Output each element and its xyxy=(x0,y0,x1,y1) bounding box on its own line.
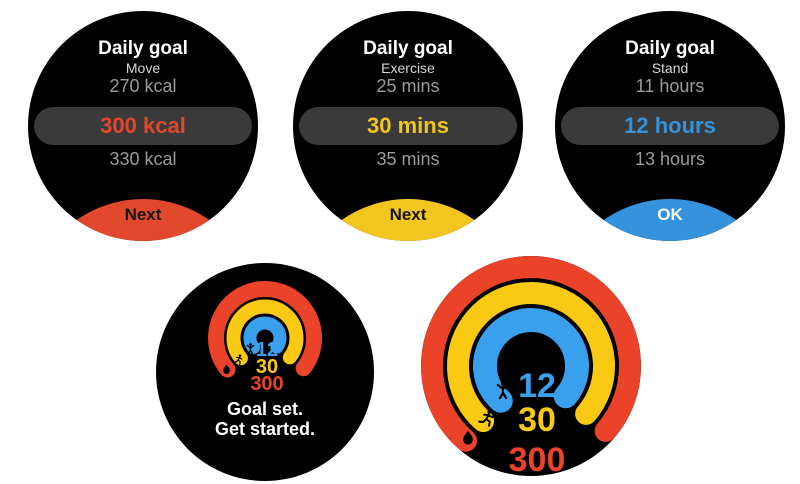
watch-screen-activity-rings[interactable]: 12 30 300 xyxy=(421,256,641,476)
activity-rings-gauge xyxy=(421,256,641,452)
picker-value-above[interactable]: 270 kcal xyxy=(109,76,177,96)
exercise-ring-arc xyxy=(226,299,304,366)
picker-value-below[interactable]: 13 hours xyxy=(634,149,706,169)
watch-screen-exercise-goal: Daily goal Exercise 25 mins 30 mins 35 m… xyxy=(293,11,523,241)
stand-goal-value: 12 xyxy=(518,367,556,405)
ok-button-label[interactable]: OK xyxy=(657,205,683,224)
activity-rings-gauge xyxy=(208,281,322,378)
exercise-goal-value: 30 xyxy=(518,401,556,439)
picker-value-below[interactable]: 35 mins xyxy=(376,149,440,169)
watch-screen-goal-set[interactable]: 12 30 300 Goal set. Get started. xyxy=(156,263,374,481)
goal-type-label: Stand xyxy=(651,60,689,76)
exercise-ring-arc xyxy=(447,282,615,433)
stand-ring-arc xyxy=(243,316,287,355)
page-title: Daily goal xyxy=(98,38,188,59)
move-ring-arc xyxy=(208,281,322,378)
picker-selected-value: 30 mins xyxy=(367,113,449,138)
runner-icon xyxy=(478,409,496,427)
goal-set-message-line1: Goal set. xyxy=(226,399,304,419)
picker-value-below[interactable]: 330 kcal xyxy=(109,149,177,169)
page-title: Daily goal xyxy=(363,38,453,59)
picker-selected-value: 12 hours xyxy=(624,113,716,138)
next-button-label[interactable]: Next xyxy=(124,205,162,224)
goal-type-label: Exercise xyxy=(381,60,435,76)
flame-icon xyxy=(460,430,476,446)
page-title: Daily goal xyxy=(625,38,715,59)
goal-set-message-line2: Get started. xyxy=(214,419,316,439)
watch-screen-move-goal: Daily goal Move 270 kcal 300 kcal 330 kc… xyxy=(28,11,258,241)
goal-type-label: Move xyxy=(125,60,161,76)
move-goal-value: 300 xyxy=(508,441,566,476)
picker-value-above[interactable]: 11 hours xyxy=(635,76,705,96)
figure-arms-up-icon xyxy=(494,381,512,399)
picker-selected-pill[interactable]: 30 mins xyxy=(299,107,517,145)
stand-goal-value: 12 xyxy=(255,339,279,361)
watch-screen-stand-goal: Daily goal Stand 11 hours 12 hours 13 ho… xyxy=(555,11,785,241)
move-goal-value: 300 xyxy=(250,373,284,395)
figure-arms-up-icon xyxy=(245,343,256,354)
picker-value-above[interactable]: 25 mins xyxy=(376,76,440,96)
picker-selected-value: 300 kcal xyxy=(100,113,186,138)
move-ring-arc xyxy=(421,256,641,452)
picker-selected-pill[interactable]: 12 hours xyxy=(561,107,779,145)
picker-selected-pill[interactable]: 300 kcal xyxy=(34,107,252,145)
runner-icon xyxy=(233,354,244,365)
next-button-label[interactable]: Next xyxy=(389,205,427,224)
stand-ring-arc xyxy=(473,308,589,413)
flame-icon xyxy=(221,364,232,375)
exercise-goal-value: 30 xyxy=(255,356,279,378)
